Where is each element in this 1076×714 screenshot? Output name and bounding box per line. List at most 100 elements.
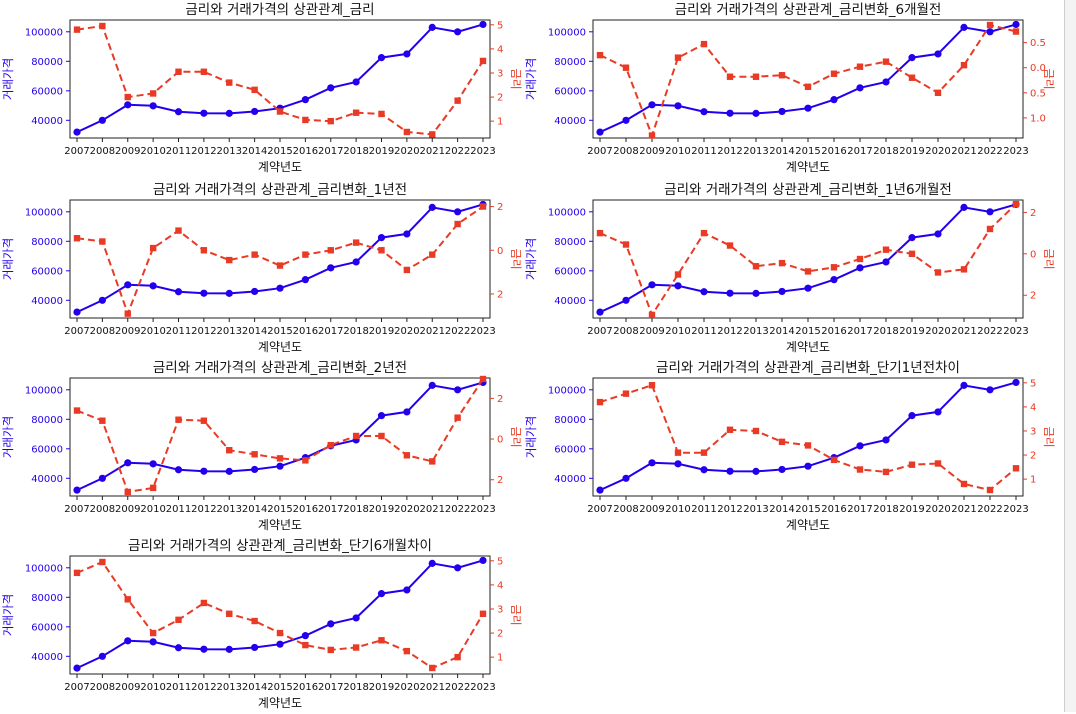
rate-point — [752, 427, 760, 435]
y-tick-label: 80000 — [31, 415, 63, 426]
rate-point — [124, 93, 131, 101]
x-tick-label: 2016 — [293, 504, 318, 515]
rate-point — [648, 311, 656, 319]
rate-point — [648, 132, 656, 139]
y-tick-label: 80000 — [31, 593, 63, 604]
x-tick-label: 2007 — [587, 504, 612, 515]
x-tick-label: 2023 — [470, 504, 495, 515]
price-point — [674, 460, 682, 468]
price-point — [1012, 20, 1020, 29]
x-tick-label: 2013 — [743, 326, 768, 337]
x-tick-label: 2018 — [873, 504, 898, 515]
y2-tick-label: 4 — [1030, 402, 1036, 413]
y-tick-label: 80000 — [554, 57, 586, 68]
chart-title: 금리와 거래가격의 상관관계_금리변화_6개월전 — [675, 2, 942, 18]
price-point — [986, 208, 994, 216]
y-tick-label: 40000 — [554, 116, 586, 127]
y2-axis-label: 금리 — [1042, 68, 1056, 89]
x-tick-label: 2020 — [394, 682, 419, 693]
y2-tick-label: 2 — [497, 394, 503, 405]
rate-point — [73, 26, 81, 33]
x-tick-label: 2020 — [394, 146, 419, 157]
rate-point — [934, 460, 942, 467]
price-point — [908, 412, 916, 420]
x-tick-label: 2016 — [293, 146, 318, 157]
rate-point — [908, 250, 916, 258]
x-tick-label: 2021 — [951, 326, 976, 337]
y-tick-label: 60000 — [554, 266, 586, 277]
price-point — [960, 203, 968, 211]
price-point — [454, 564, 462, 572]
x-tick-label: 2017 — [847, 146, 872, 157]
window-scrollbar[interactable] — [1064, 0, 1076, 712]
y-tick-label: 100000 — [25, 385, 63, 396]
price-point — [149, 102, 157, 110]
y2-tick-label: 1 — [1030, 475, 1036, 486]
rate-point — [804, 268, 812, 275]
y2-tick-label: 2 — [497, 93, 503, 104]
y2-tick-label: 0 — [1030, 249, 1036, 260]
price-point — [830, 96, 838, 104]
y2-tick-label: 0 — [497, 435, 503, 446]
y-tick-label: 80000 — [554, 415, 586, 426]
rate-point — [830, 456, 838, 464]
rate-point — [403, 647, 411, 655]
x-tick-label: 2017 — [318, 326, 343, 337]
price-point — [124, 459, 132, 467]
x-tick-label: 2008 — [90, 146, 115, 157]
y-axis-label: 거래가격 — [524, 238, 538, 280]
rate-point — [99, 417, 106, 424]
x-axis-label: 계약년도 — [786, 517, 830, 532]
price-point — [352, 78, 360, 86]
price-point — [934, 50, 942, 58]
rate-point — [752, 263, 760, 270]
rate-point — [856, 255, 864, 263]
price-point — [149, 638, 157, 646]
x-tick-label: 2019 — [369, 146, 394, 157]
price-point — [276, 284, 284, 292]
price-point — [1012, 378, 1020, 387]
rate-point — [200, 417, 208, 424]
price-point — [251, 287, 259, 296]
y2-axis-label: 금리 — [509, 68, 523, 89]
price-series-line — [599, 23, 1017, 134]
price-point — [73, 128, 81, 136]
rate-point — [352, 239, 360, 246]
rate-point — [226, 256, 233, 264]
rate-point — [327, 646, 334, 654]
x-tick-label: 2009 — [115, 326, 140, 337]
x-axis-label: 계약년도 — [258, 339, 302, 354]
x-tick-label: 2008 — [613, 326, 638, 337]
y-axis-label: 거래가격 — [1, 416, 15, 458]
y2-tick-label: 5 — [497, 20, 503, 31]
x-tick-label: 2023 — [1003, 504, 1028, 515]
rate-point — [378, 432, 385, 440]
rate-point — [778, 438, 786, 446]
x-tick-label: 2015 — [267, 504, 292, 515]
y2-tick-label: 2 — [1030, 291, 1036, 302]
x-axis-label: 계약년도 — [786, 159, 830, 174]
y2-axis-label: 금리 — [509, 426, 523, 447]
x-tick-label: 2022 — [445, 504, 470, 515]
price-point — [778, 107, 786, 116]
x-tick-label: 2022 — [977, 504, 1002, 515]
price-point — [276, 462, 284, 470]
x-tick-label: 2019 — [899, 326, 924, 337]
x-tick-label: 2013 — [217, 682, 242, 693]
price-point — [882, 436, 890, 444]
price-point — [225, 467, 233, 475]
rate-series-line — [599, 383, 1017, 492]
rate-point — [622, 390, 630, 397]
x-tick-label: 2019 — [369, 682, 394, 693]
x-axis-label: 계약년도 — [258, 159, 302, 174]
price-point — [124, 101, 132, 109]
price-point — [454, 208, 462, 216]
rate-point — [302, 457, 309, 464]
price-point — [856, 442, 864, 450]
x-tick-label: 2007 — [587, 326, 612, 337]
rate-point — [226, 610, 233, 617]
rate-point — [251, 86, 258, 94]
y-tick-label: 40000 — [31, 652, 63, 663]
x-tick-label: 2007 — [64, 682, 89, 693]
